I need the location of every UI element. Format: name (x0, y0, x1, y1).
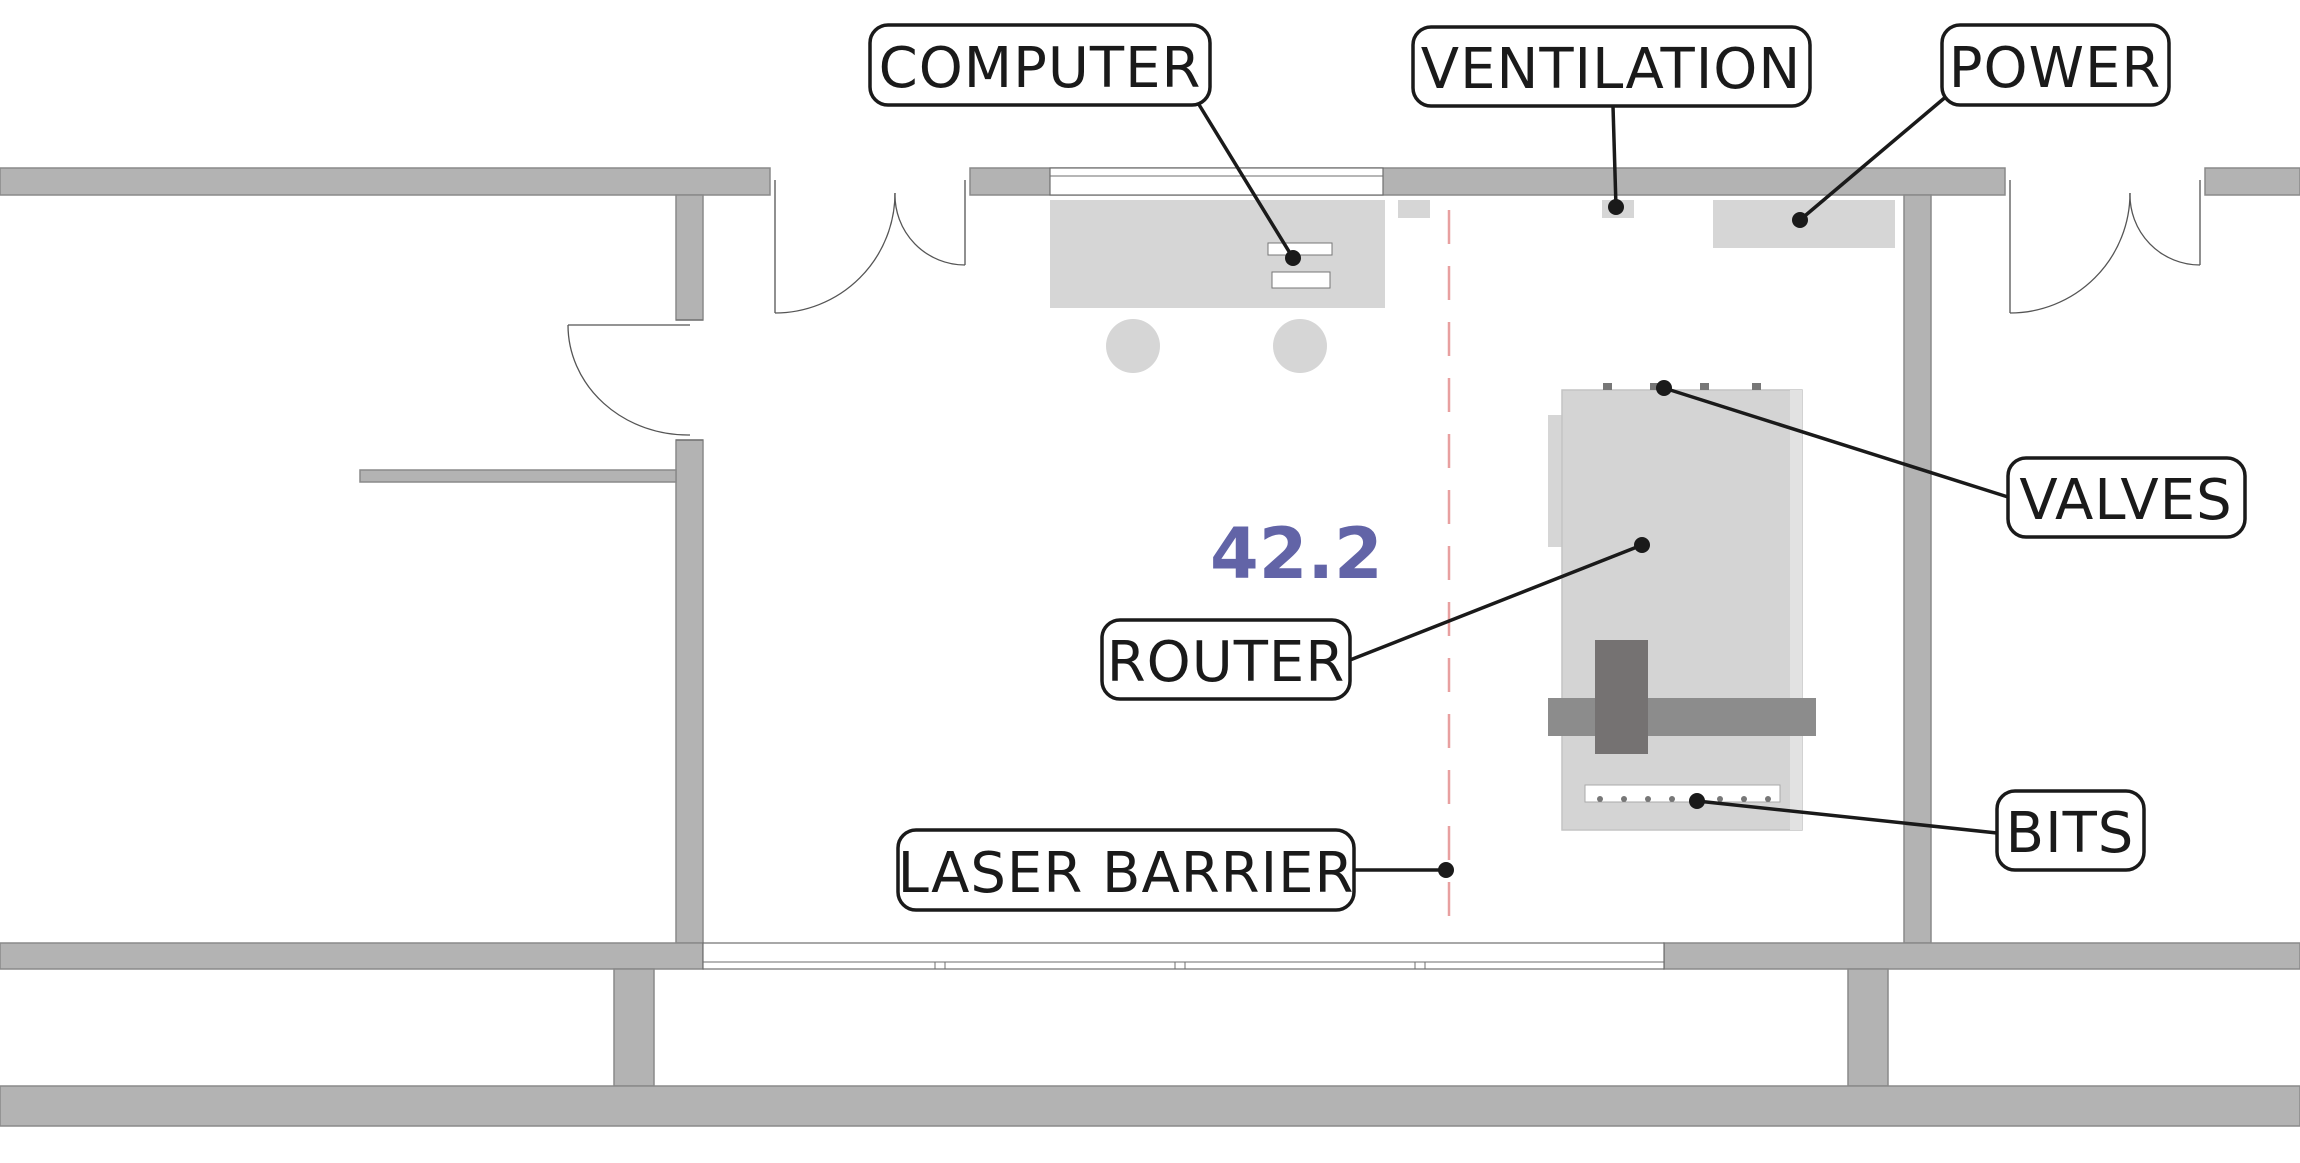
chair-right (1273, 319, 1327, 373)
power-dot (1792, 212, 1808, 228)
router-head (1595, 640, 1648, 754)
corridor-pillar-right (1847, 968, 1889, 1087)
router-callout-box (1100, 618, 1352, 701)
bits (1597, 796, 1771, 802)
bits-tray (1584, 784, 1781, 803)
power-callout-label: POWER (1949, 36, 2162, 101)
valve-3 (1700, 383, 1709, 390)
valve-4 (1752, 383, 1761, 390)
valves-callout-label: VALVES (2019, 468, 2232, 533)
computer-callout-label: COMPUTER (879, 36, 1202, 101)
bits-callout-box (1995, 789, 2146, 872)
bottom-wall-right (1663, 942, 2300, 970)
laser-barrier-callout-label: LASER BARRIER (898, 841, 1355, 906)
power-callout-box (1940, 23, 2171, 107)
corridor-pillar-left (613, 968, 655, 1087)
computer-desk (1050, 200, 1385, 308)
left-shelf (359, 469, 677, 483)
router-gantry (1548, 698, 1816, 736)
corridor-bottom-wall (0, 1085, 2300, 1127)
valves-dot (1656, 380, 1672, 396)
keyboard (1267, 242, 1333, 256)
router-callout-label: ROUTER (1107, 630, 1345, 695)
top-wall-left (0, 167, 771, 196)
small-box (1398, 200, 1430, 218)
equipment (1050, 200, 1895, 831)
valves-callout-box (2006, 456, 2247, 539)
monitor (1271, 271, 1331, 289)
bottom-wall-left (0, 942, 704, 970)
room-number: 42.2 (1210, 513, 1383, 595)
bits-dot (1689, 793, 1705, 809)
laser-barrier-dot (1438, 862, 1454, 878)
top-wall-right (2204, 167, 2300, 196)
bits-callout-label: BITS (2006, 801, 2135, 866)
walls (0, 167, 2300, 1127)
left-room-wall-upper (675, 194, 704, 321)
callouts: COMPUTER VENTILATION POWER VALVES ROUTER… (868, 23, 2247, 912)
valve-1 (1603, 383, 1612, 390)
laser-barrier-callout-box (896, 828, 1356, 912)
doors (567, 180, 2201, 441)
router-dot (1634, 537, 1650, 553)
valve-2 (1650, 383, 1659, 390)
ventilation-dot (1608, 199, 1624, 215)
bottom-window (702, 942, 1665, 970)
computer-dot (1285, 250, 1301, 266)
right-room-wall (1903, 194, 1932, 944)
ventilation-callout-label: VENTILATION (1421, 37, 1801, 102)
chair-left (1106, 319, 1160, 373)
router-rail (1790, 390, 1802, 830)
computer-callout-box (868, 23, 1212, 107)
ventilation-callout-box (1411, 25, 1812, 108)
router-side-panel (1548, 415, 1562, 547)
top-window (1049, 167, 1384, 196)
router-bed (1561, 389, 1803, 831)
left-room-wall-lower (675, 439, 704, 944)
